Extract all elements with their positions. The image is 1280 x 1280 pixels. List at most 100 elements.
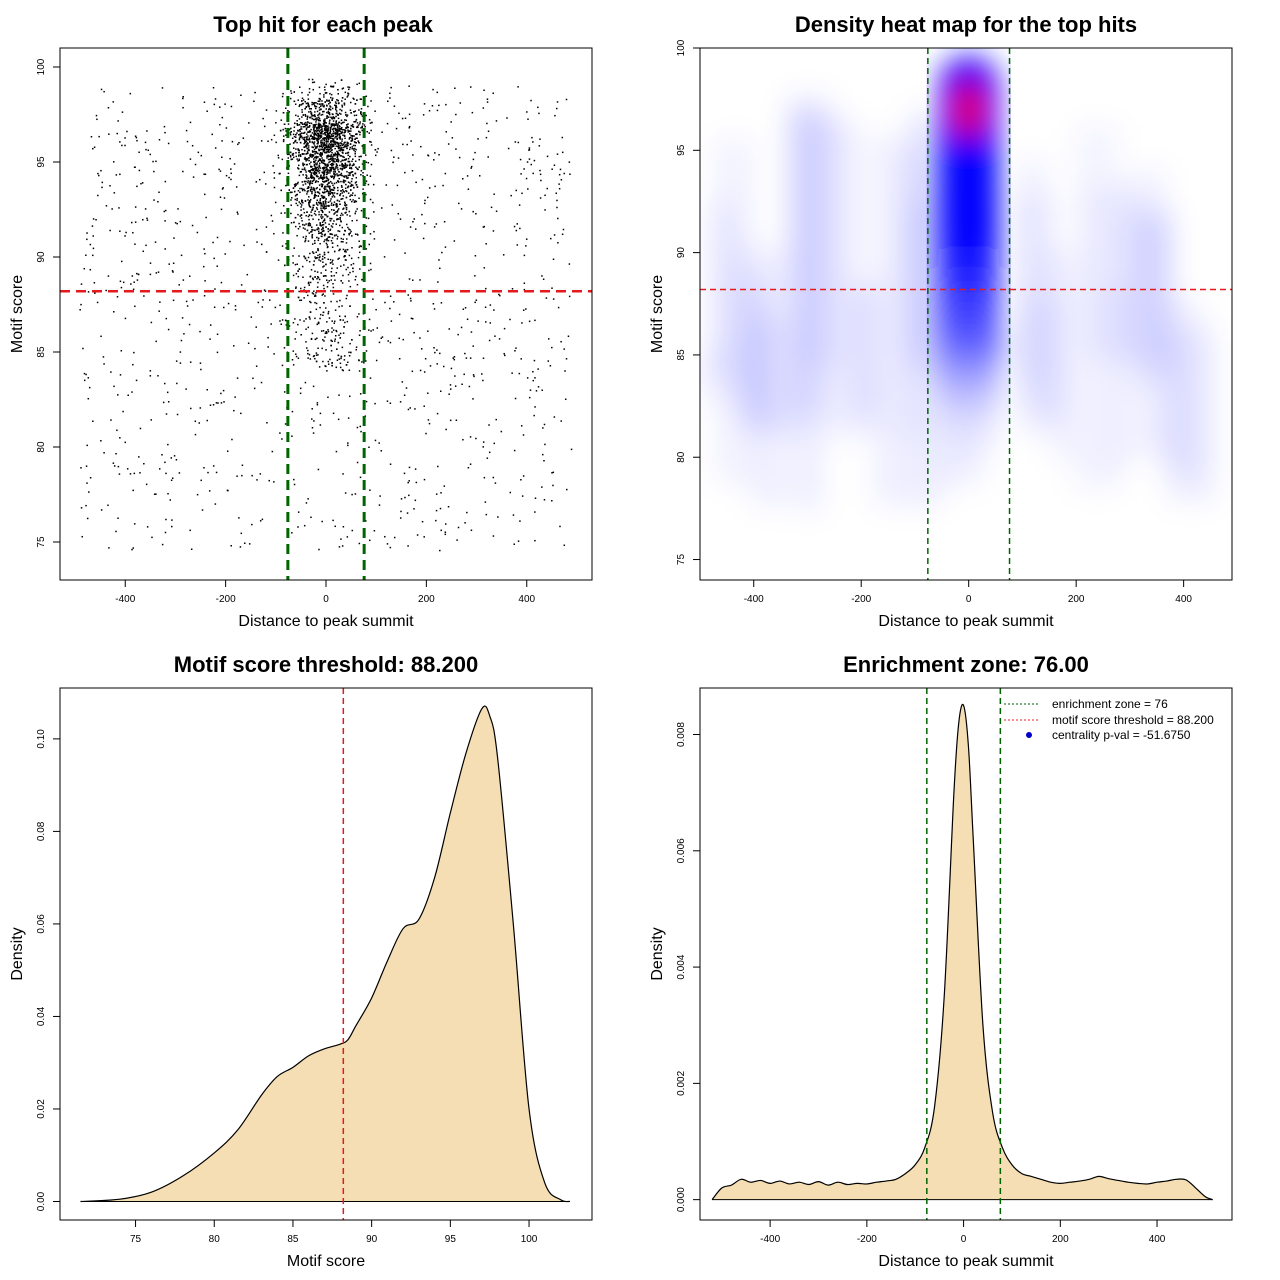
scatter-point: [303, 139, 306, 142]
scatter-point: [219, 123, 221, 126]
scatter-point: [328, 99, 330, 102]
scatter-point: [323, 139, 326, 142]
scatter-point: [204, 193, 206, 196]
scatter-point: [335, 450, 338, 453]
scatter-point: [427, 154, 430, 157]
scatter-point: [482, 226, 485, 228]
scatter-point: [562, 228, 565, 231]
scatter-point: [552, 471, 555, 474]
scatter-point: [330, 154, 332, 156]
scatter-point: [454, 375, 456, 377]
scatter-point: [349, 101, 352, 104]
scatter-point: [297, 148, 299, 150]
scatter-point: [335, 211, 337, 213]
scatter-point: [337, 230, 339, 232]
scatter-point: [142, 218, 144, 221]
scatter-point: [528, 320, 531, 323]
scatter-point: [331, 123, 334, 126]
scatter-point: [312, 189, 314, 191]
scatter-point: [497, 516, 499, 518]
scatter-point: [204, 252, 206, 255]
scatter-point: [310, 161, 312, 163]
scatter-point: [345, 158, 348, 160]
scatter-point: [335, 366, 338, 369]
scatter-point: [314, 137, 316, 140]
scatter-point: [343, 264, 345, 266]
scatter-point: [359, 131, 361, 134]
scatter-point: [324, 239, 326, 241]
scatter-point: [340, 155, 343, 157]
scatter-point: [284, 264, 286, 267]
scatter-point: [334, 320, 336, 323]
scatter-point: [416, 534, 419, 536]
scatter-point: [474, 255, 477, 257]
scatter-point: [301, 168, 304, 171]
scatter-point: [298, 105, 300, 107]
scatter-point: [309, 318, 311, 320]
scatter-point: [447, 143, 450, 145]
scatter-point: [331, 99, 333, 101]
scatter-point: [493, 309, 495, 311]
scatter-point: [374, 402, 376, 405]
scatter-point: [334, 152, 337, 154]
scatter-point: [328, 146, 331, 148]
x-tick-label: 0: [323, 594, 329, 605]
scatter-point: [311, 236, 314, 239]
scatter-point: [319, 153, 322, 156]
scatter-point: [326, 148, 329, 151]
scatter-point: [325, 127, 327, 129]
scatter-point: [322, 203, 325, 205]
scatter-point: [354, 155, 357, 158]
scatter-point: [110, 419, 112, 421]
scatter-point: [341, 100, 343, 102]
scatter-point: [532, 172, 534, 175]
scatter-point: [532, 370, 534, 373]
scatter-point: [309, 170, 311, 173]
scatter-point: [326, 184, 329, 186]
scatter-point: [254, 347, 256, 350]
scatter-point: [203, 467, 205, 469]
scatter-point: [124, 441, 127, 444]
scatter-point: [523, 288, 526, 291]
scatter-point: [107, 504, 109, 507]
scatter-point: [307, 223, 310, 225]
scatter-point: [316, 403, 319, 406]
scatter-point: [308, 78, 310, 81]
scatter-point: [238, 141, 240, 144]
scatter-point: [333, 167, 335, 170]
scatter-point: [302, 201, 304, 204]
scatter-point: [83, 372, 86, 375]
scatter-point: [322, 103, 324, 105]
scatter-point: [317, 142, 319, 145]
scatter-point: [349, 195, 351, 197]
scatter-point: [349, 182, 351, 184]
scatter-point: [378, 504, 381, 506]
scatter-point: [341, 163, 343, 165]
scatter-point: [332, 168, 335, 171]
scatter-point: [303, 132, 305, 135]
scatter-point: [234, 396, 236, 398]
scatter-point: [393, 239, 396, 241]
y-tick-label: 95: [676, 144, 687, 156]
scatter-point: [360, 127, 362, 129]
scatter-point: [421, 520, 424, 523]
scatter-point: [215, 471, 218, 474]
scatter-point: [327, 178, 330, 181]
scatter-point: [330, 170, 332, 172]
scatter-point: [330, 233, 332, 235]
scatter-point: [436, 349, 438, 351]
scatter-point: [330, 209, 333, 211]
scatter-point: [348, 351, 350, 354]
scatter-point: [477, 138, 479, 140]
heatmap-cell: [1039, 248, 1060, 426]
scatter-point: [294, 140, 296, 143]
scatter-point: [316, 129, 319, 132]
scatter-point: [435, 519, 437, 522]
scatter-point: [532, 141, 534, 143]
scatter-point: [341, 88, 344, 90]
scatter-point: [339, 147, 342, 149]
scatter-point: [474, 151, 476, 154]
scatter-point: [311, 151, 314, 153]
scatter-point: [316, 166, 319, 169]
scatter-point: [299, 141, 302, 144]
